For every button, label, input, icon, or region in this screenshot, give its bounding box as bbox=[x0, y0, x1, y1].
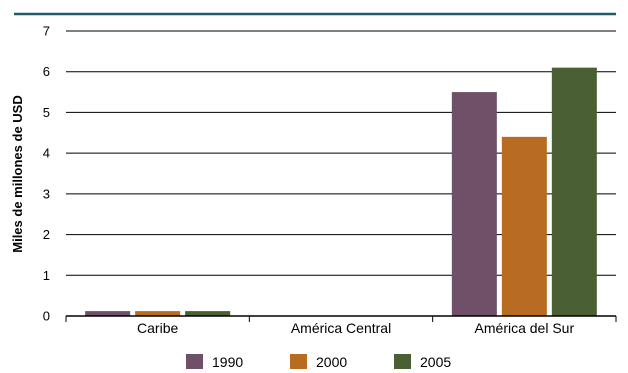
y-tick-label: 0 bbox=[43, 309, 50, 324]
bar-2000-0 bbox=[135, 311, 181, 316]
legend: 1990 2000 2005 bbox=[186, 354, 451, 370]
y-tick-label: 1 bbox=[43, 268, 50, 283]
y-tick-label: 5 bbox=[43, 105, 50, 120]
x-axis bbox=[65, 315, 617, 322]
bar-2005-0 bbox=[185, 311, 231, 316]
y-tick-label: 7 bbox=[43, 24, 50, 39]
legend-swatch-1990 bbox=[186, 354, 203, 369]
y-tick-label: 4 bbox=[43, 146, 50, 161]
legend-label: 2005 bbox=[420, 354, 451, 370]
bar-2005-2 bbox=[551, 67, 597, 317]
legend-swatch-2000 bbox=[290, 354, 307, 369]
legend-swatch-2005 bbox=[394, 354, 411, 369]
x-axis-categories: Caribe América Central América del Sur bbox=[137, 320, 574, 336]
y-axis-title: Miles de millones de USD bbox=[10, 95, 25, 253]
y-tick-label: 6 bbox=[43, 64, 50, 79]
category-label: América Central bbox=[291, 320, 391, 336]
y-tick-label: 2 bbox=[43, 227, 50, 242]
grid-lines bbox=[66, 30, 616, 276]
category-label: América del Sur bbox=[475, 320, 575, 336]
legend-label: 1990 bbox=[212, 354, 243, 370]
category-label: Caribe bbox=[137, 320, 178, 336]
bar-1990-2 bbox=[451, 92, 497, 316]
bars bbox=[85, 67, 597, 317]
y-tick-label: 3 bbox=[43, 186, 50, 201]
bar-2000-2 bbox=[501, 136, 547, 316]
bar-1990-0 bbox=[85, 311, 131, 316]
y-axis-ticks: 0 1 2 3 4 5 6 7 bbox=[43, 24, 50, 324]
legend-label: 2000 bbox=[316, 354, 347, 370]
